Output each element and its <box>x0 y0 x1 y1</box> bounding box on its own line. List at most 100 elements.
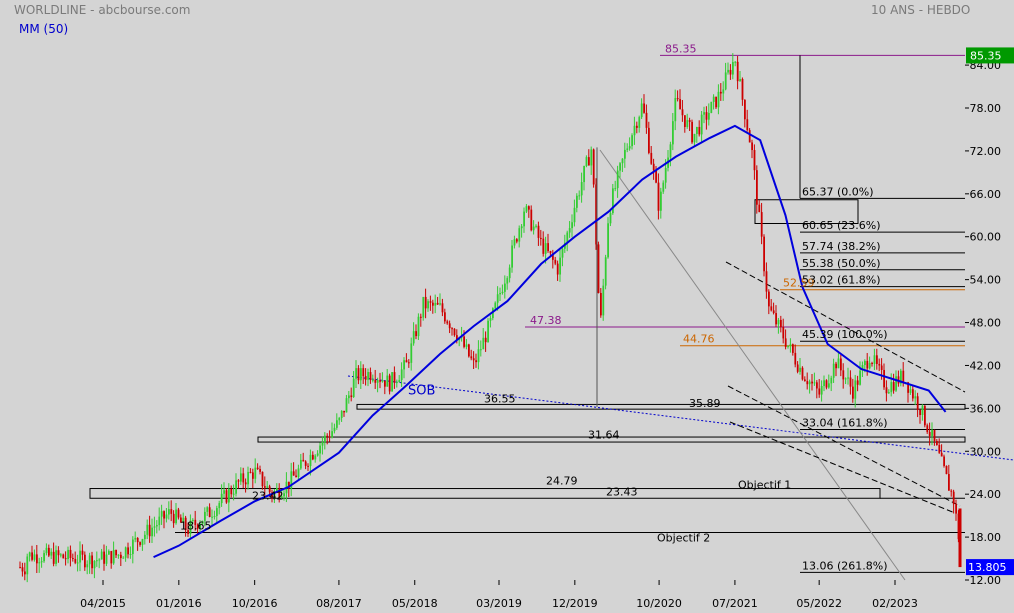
candle-body <box>124 547 127 558</box>
objectif-2-label: Objectif 2 <box>657 531 710 544</box>
y-tick-label: 54.00 <box>970 274 1002 287</box>
x-tick-label: 01/2016 <box>156 597 202 610</box>
candle-body <box>31 552 33 560</box>
candle-body <box>739 79 741 82</box>
candle-body <box>628 146 631 149</box>
candle-body <box>117 554 120 556</box>
candle-body <box>909 389 912 393</box>
candle-body <box>736 61 739 82</box>
candle-body <box>619 163 621 171</box>
candle-body <box>880 365 883 370</box>
candle-body <box>902 370 905 383</box>
candle-body <box>367 372 369 380</box>
candle-body <box>496 294 499 303</box>
candle-body <box>352 378 355 398</box>
candle-body <box>312 454 314 460</box>
candle-body <box>247 471 249 485</box>
candle-body <box>381 380 384 382</box>
candle-body <box>141 539 144 545</box>
x-tick-label: 10/2016 <box>232 597 278 610</box>
candle-body <box>115 549 117 556</box>
candle-body <box>26 556 29 575</box>
candle-body <box>744 99 746 120</box>
candle-body <box>192 519 194 521</box>
candle-body <box>662 182 665 192</box>
candle-body <box>362 368 365 377</box>
y-tick-label: 42.00 <box>970 359 1002 372</box>
candle-body <box>580 182 583 196</box>
candle-body <box>264 486 266 488</box>
candle-body <box>792 344 794 353</box>
candle-body <box>576 195 578 208</box>
candle-body <box>429 301 432 303</box>
candle-body <box>542 238 545 254</box>
candle-body <box>520 226 523 229</box>
support-zone-36 <box>356 403 966 410</box>
candle-body <box>384 380 386 387</box>
candle-body <box>338 417 341 421</box>
candle-body <box>720 91 722 94</box>
candle-body <box>103 551 105 564</box>
candle-body <box>696 126 698 134</box>
candle-body <box>492 308 494 319</box>
candle-body <box>175 509 177 524</box>
candle-body <box>948 474 950 491</box>
candle-body <box>612 188 614 214</box>
candle-body <box>588 157 590 166</box>
candle-body <box>616 170 619 189</box>
candle-body <box>943 456 945 466</box>
candle-body <box>309 454 312 467</box>
candle-body <box>748 130 751 143</box>
candle-body <box>691 121 693 143</box>
candle-body <box>148 524 151 537</box>
candle-body <box>33 554 36 560</box>
candle-body <box>835 363 837 369</box>
y-tick-label: 30.00 <box>970 445 1002 458</box>
candle-body <box>828 383 830 388</box>
candle-body <box>494 302 497 309</box>
candle-body <box>763 236 765 272</box>
candle-body <box>24 571 26 575</box>
candle-body <box>237 480 240 482</box>
candle-body <box>393 372 396 383</box>
candle-body <box>57 550 60 556</box>
candle-body <box>928 432 931 436</box>
candle-body <box>794 352 797 365</box>
candle-body <box>552 253 554 260</box>
candle-body <box>302 459 305 462</box>
y-tick-label: 78.00 <box>970 102 1002 115</box>
sob-trendline <box>347 375 1014 461</box>
candle-body <box>787 345 789 347</box>
candle-body <box>177 509 180 518</box>
candle-body <box>182 517 185 523</box>
candle-body <box>206 507 209 512</box>
candle-body <box>727 69 729 73</box>
level-label-31-64: 31.64 <box>588 429 620 442</box>
candle-body <box>216 508 218 517</box>
candle-body <box>208 507 211 517</box>
candle-body <box>914 396 917 399</box>
candle-body <box>228 489 230 503</box>
candle-body <box>357 368 360 381</box>
candle-body <box>400 369 403 381</box>
fib-label: 45.39 (100.0%) <box>802 328 888 341</box>
candle-body <box>417 316 420 337</box>
candle-body <box>489 318 492 321</box>
candle-body <box>220 493 223 504</box>
candle-body <box>343 410 345 413</box>
candle-body <box>931 429 933 436</box>
level-label-47-38: 47.38 <box>530 314 562 327</box>
candle-body <box>528 206 530 210</box>
candle-body <box>511 245 513 268</box>
candle-body <box>852 386 854 399</box>
candle-body <box>364 376 367 380</box>
candle-body <box>578 195 581 197</box>
candle-body <box>700 114 703 135</box>
fib-label: 13.06 (261.8%) <box>802 559 888 572</box>
candle-body <box>172 513 175 524</box>
candle-body <box>84 554 86 568</box>
candle-body <box>336 420 338 428</box>
candle-body <box>604 257 607 286</box>
candle-body <box>290 471 293 489</box>
